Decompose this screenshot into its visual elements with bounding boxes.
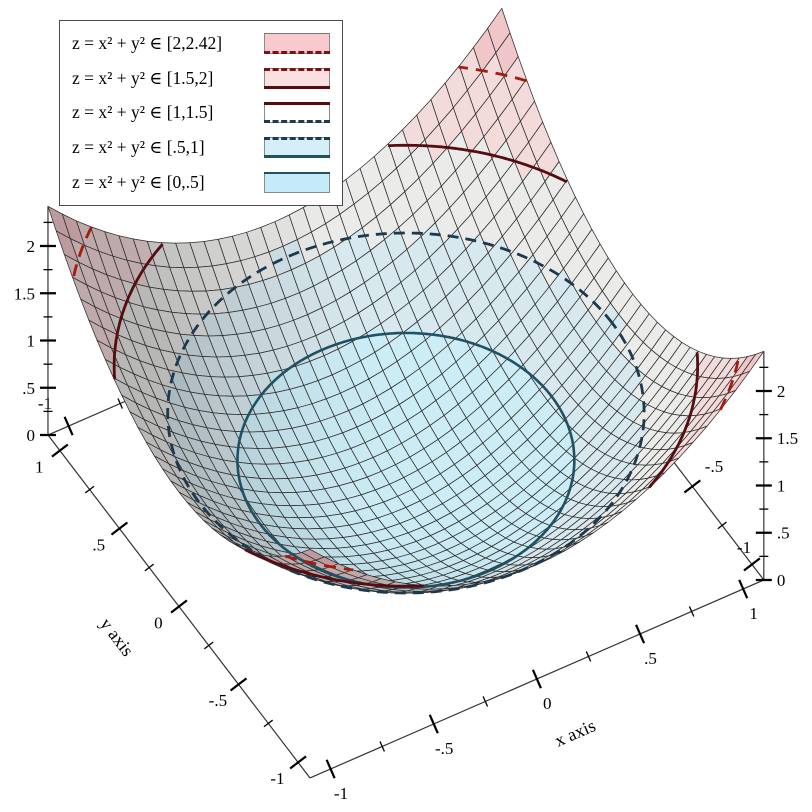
legend-label: z = x² + y² ∈ [0,.5] <box>72 172 205 193</box>
contour-z-2 <box>71 65 740 572</box>
y-axis-tick-label: 1 <box>35 457 44 476</box>
legend-swatch <box>264 137 330 159</box>
x-axis-tick-label: .5 <box>644 649 657 668</box>
legend-swatch <box>264 67 330 89</box>
legend-label: z = x² + y² ∈ [.5,1] <box>72 137 205 158</box>
legend-swatch <box>264 102 330 124</box>
z-axis-left-tick-label: 2 <box>26 237 35 256</box>
y-axis-tick-label: .5 <box>92 535 105 554</box>
x-axis-tick-label: 0 <box>543 694 552 713</box>
legend-swatch-top-line <box>264 32 330 34</box>
legend-swatch-bottom-line <box>264 192 330 194</box>
rear-tick-label: -1 <box>737 538 751 557</box>
contour-z-1 <box>166 231 646 595</box>
legend-label: z = x² + y² ∈ [1.5,2] <box>72 67 214 88</box>
legend-swatch-top-line <box>264 172 330 175</box>
legend-swatch <box>264 32 330 54</box>
y-axis-tick-label: -1 <box>270 769 284 788</box>
contour-lines <box>71 65 740 595</box>
y-axis-tick-label: 0 <box>154 613 163 632</box>
contour-z-0.5 <box>236 331 576 589</box>
x-axis-tick-label: 1 <box>749 604 758 623</box>
legend-swatch-bottom-line <box>264 85 330 89</box>
x-axis-tick-label: -1 <box>334 784 348 803</box>
legend-item: z = x² + y² ∈ [.5,1] <box>72 131 330 165</box>
z-axis-right-tick-label: 1 <box>777 476 786 495</box>
legend-swatch-top-line <box>264 67 330 71</box>
legend-item: z = x² + y² ∈ [1.5,2] <box>72 61 330 95</box>
legend-swatch-bottom-line <box>264 120 330 124</box>
y-axis-tick-label: -.5 <box>209 691 227 710</box>
y-axis-title: y axis <box>96 614 138 660</box>
z-axis-right-tick-label: .5 <box>777 524 790 543</box>
surface-mesh <box>47 7 765 594</box>
x-axis-title: x axis <box>552 715 599 750</box>
legend-swatch <box>264 172 330 194</box>
legend-item: z = x² + y² ∈ [2,2.42] <box>72 26 330 60</box>
legend-item: z = x² + y² ∈ [0,.5] <box>72 166 330 200</box>
z-axis-left-tick-label: 1.5 <box>14 284 35 303</box>
legend-swatch-bottom-line <box>264 50 330 54</box>
legend-item: z = x² + y² ∈ [1,1.5] <box>72 96 330 130</box>
z-axis-left-tick-label: .5 <box>22 379 35 398</box>
z-axis-left-tick-label: 1 <box>26 332 35 351</box>
legend: z = x² + y² ∈ [2,2.42] z = x² + y² ∈ [1.… <box>59 20 343 206</box>
legend-swatch-bottom-line <box>264 155 330 159</box>
x-axis-tick-label: -.5 <box>435 739 453 758</box>
z-axis-right-tick-label: 2 <box>777 382 786 401</box>
legend-swatch-top-line <box>264 137 330 141</box>
legend-label: z = x² + y² ∈ [2,2.42] <box>72 32 223 53</box>
z-axis-right-tick-label: 1.5 <box>777 429 798 448</box>
rear-tick-label: -.5 <box>705 457 723 476</box>
contour-z-1.5 <box>112 143 699 588</box>
rear-tick-label: -1 <box>38 394 52 413</box>
z-axis-right-tick-label: 0 <box>777 571 786 590</box>
z-axis-left-tick-label: 0 <box>26 426 35 445</box>
legend-label: z = x² + y² ∈ [1,1.5] <box>72 102 214 123</box>
legend-swatch-top-line <box>264 102 330 106</box>
